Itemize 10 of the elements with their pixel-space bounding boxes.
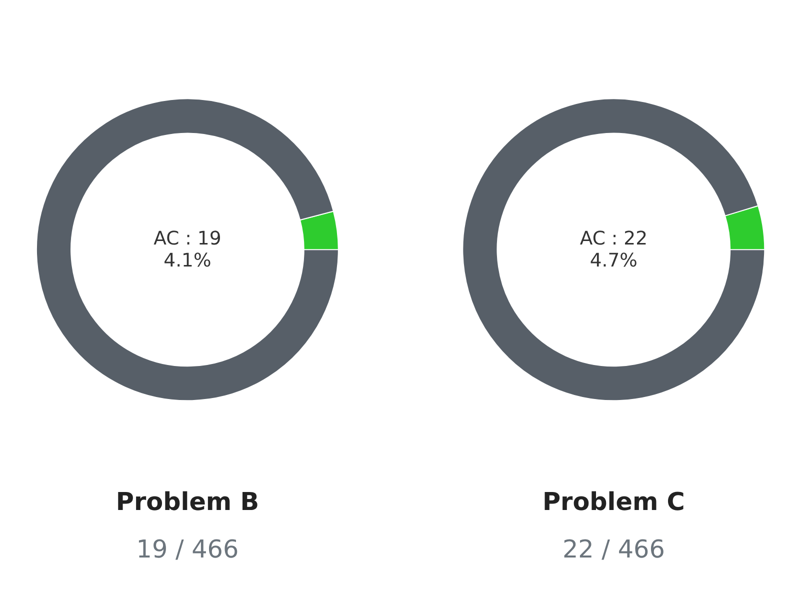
text: 4.1% <box>164 250 212 272</box>
text: 4.7% <box>590 250 638 272</box>
text: AC : 22 <box>580 228 648 250</box>
donut-slice <box>36 98 339 402</box>
donut-slice <box>462 98 766 401</box>
text: 22 / 466 <box>562 534 665 564</box>
text: 19 / 466 <box>136 534 239 564</box>
text: AC : 19 <box>154 228 222 250</box>
text: Problem B <box>116 487 259 516</box>
text: Problem C <box>542 487 685 516</box>
